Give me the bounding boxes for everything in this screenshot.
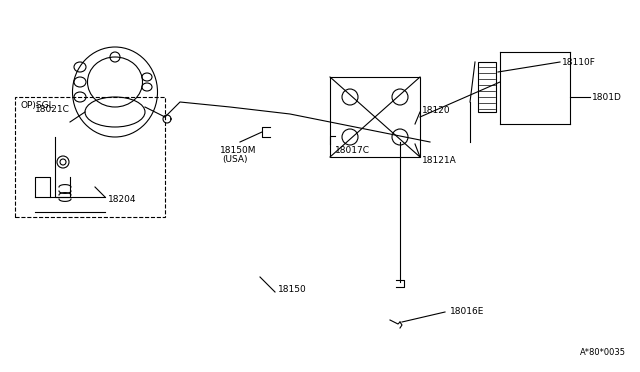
Text: (USA): (USA) — [222, 154, 248, 164]
Text: 18017C: 18017C — [335, 145, 370, 154]
Bar — [478, 62, 496, 112]
Text: A*80*0035: A*80*0035 — [580, 348, 626, 357]
Text: 18150: 18150 — [278, 285, 307, 295]
Text: 18120: 18120 — [422, 106, 451, 115]
Text: 18150M: 18150M — [220, 145, 257, 154]
Bar — [330, 77, 420, 157]
Text: 18121A: 18121A — [422, 155, 457, 164]
Text: 1801D: 1801D — [592, 93, 622, 102]
Text: 18021C: 18021C — [35, 105, 70, 113]
Bar — [15, 97, 165, 217]
Text: 18016E: 18016E — [450, 308, 484, 317]
Text: 18204: 18204 — [108, 195, 136, 203]
Text: 18110F: 18110F — [562, 58, 596, 67]
Text: OP)SGL: OP)SGL — [20, 100, 54, 109]
